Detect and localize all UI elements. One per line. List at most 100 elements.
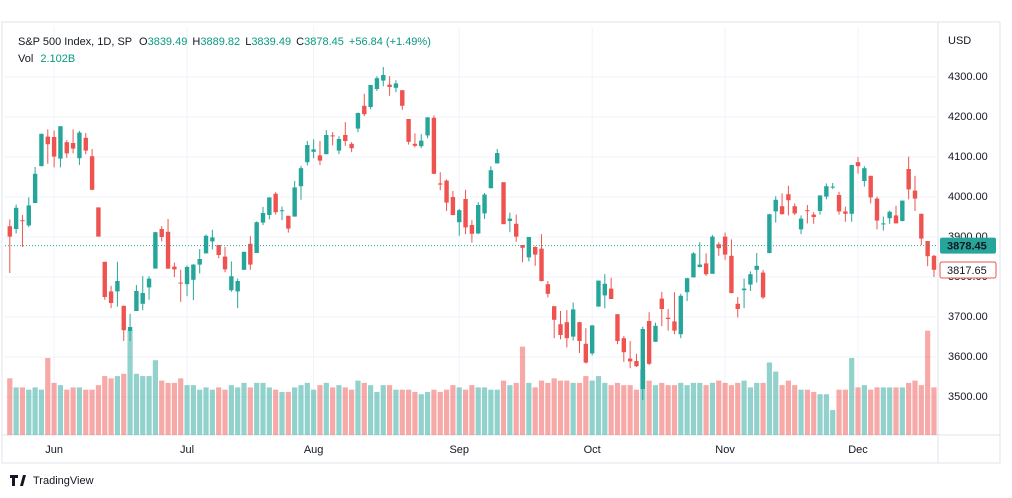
volume-bar <box>633 389 640 435</box>
volume-bar <box>38 389 45 435</box>
candle-body <box>463 199 468 228</box>
candle-body <box>51 137 57 157</box>
candle-body <box>564 322 570 339</box>
candle-body <box>26 205 31 226</box>
candle-body <box>476 205 481 234</box>
volume-bar <box>779 385 785 435</box>
volume-bar <box>621 385 627 435</box>
candle-body <box>570 309 576 337</box>
volume-bar <box>190 385 196 435</box>
second-price-label: 3817.65 <box>947 265 987 277</box>
candle-body <box>235 281 240 292</box>
volume-bar <box>83 389 89 435</box>
volume-bar <box>754 382 760 435</box>
candle-body <box>488 170 494 189</box>
candle-body <box>324 135 329 155</box>
volume-bar <box>659 382 665 435</box>
volume-bar <box>469 385 475 435</box>
volume-bar <box>330 387 336 435</box>
volume-bar <box>76 387 83 435</box>
volume-bar <box>127 330 133 435</box>
candle-body <box>931 255 937 270</box>
candle-body <box>254 222 259 253</box>
volume-bar <box>184 385 190 435</box>
volume-bar <box>361 382 367 435</box>
volume-value: 2.102B <box>40 53 75 65</box>
volume-bar <box>197 389 203 435</box>
volume-bar <box>931 387 937 435</box>
candle-body <box>634 361 639 367</box>
candle-body <box>96 207 101 237</box>
candle-body <box>716 244 721 249</box>
x-tick-label: Aug <box>304 444 324 456</box>
volume-bar <box>830 410 836 435</box>
candle-body <box>292 187 297 217</box>
volume-bar <box>254 382 260 435</box>
candle-body <box>13 207 19 229</box>
volume-bar <box>222 389 228 435</box>
volume-bar <box>741 380 747 435</box>
candle-body <box>703 263 709 275</box>
x-tick-label: Nov <box>715 444 735 456</box>
candle-body <box>773 199 778 212</box>
volume-bar <box>13 387 19 435</box>
volume-bar <box>823 394 829 435</box>
volume-bar <box>368 385 374 435</box>
volume-bar <box>431 389 437 435</box>
last-price-box <box>940 237 996 254</box>
candle-body <box>229 276 234 291</box>
candle-body <box>7 226 12 237</box>
y-tick-label: 4000.00 <box>948 191 988 203</box>
candle-body <box>83 137 88 151</box>
candle-body <box>862 168 867 181</box>
volume-bar <box>595 376 602 435</box>
volume-bar <box>709 382 716 435</box>
candle-body <box>659 298 664 309</box>
volume-bar <box>608 385 614 435</box>
volume-bar <box>437 391 443 435</box>
volume-bar <box>336 385 342 435</box>
volume-bar <box>925 330 931 435</box>
volume-bar <box>500 380 507 435</box>
candle-body <box>893 215 899 224</box>
volume-bar <box>906 382 912 435</box>
volume-bar <box>7 378 13 435</box>
candle-body <box>627 358 633 362</box>
change: +56.84 (+1.49%) <box>349 36 431 48</box>
candle-body <box>520 245 525 248</box>
candle-body <box>608 288 614 299</box>
candle-body <box>203 235 209 254</box>
volume-bar <box>526 382 532 435</box>
volume-bar <box>589 380 595 435</box>
volume-bar <box>228 385 234 435</box>
ohlc-value: 3839.49 <box>148 36 188 48</box>
candle-body <box>260 213 266 223</box>
candle-body <box>241 251 247 270</box>
volume-bar <box>735 382 741 435</box>
brand-logo: TradingView <box>10 475 94 487</box>
volume-bar <box>798 389 804 435</box>
volume-bar <box>640 369 646 435</box>
candle-body <box>89 156 95 190</box>
volume-bar <box>51 382 57 435</box>
axes: 3500.003600.003700.003800.003900.004000.… <box>5 71 997 456</box>
y-tick-label: 3700.00 <box>948 311 988 323</box>
volume-bar <box>342 387 348 435</box>
candle-body <box>216 245 221 255</box>
candle-body <box>710 236 715 274</box>
volume-bar <box>678 382 684 435</box>
ohlc-label: H <box>192 36 200 48</box>
brand-name: TradingView <box>33 475 94 487</box>
volume-bar <box>519 346 526 435</box>
volume-bar <box>412 391 418 435</box>
volume-bar <box>684 385 690 435</box>
logo-icon <box>10 475 26 486</box>
candle-body <box>526 237 532 258</box>
volume-bar <box>665 385 671 435</box>
candle-body <box>881 223 886 225</box>
volume-bar <box>792 385 798 435</box>
candle-body <box>583 343 589 363</box>
candle-body <box>140 293 145 304</box>
volume-bar <box>456 387 462 435</box>
candle-body <box>482 194 487 214</box>
